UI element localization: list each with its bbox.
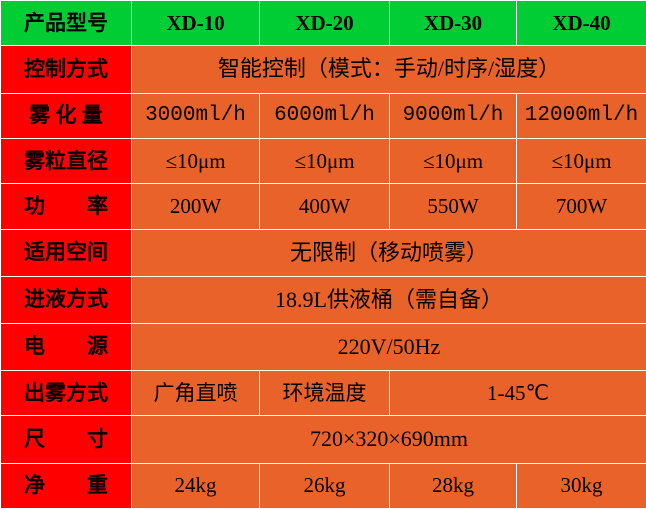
- table-row: 雾粒直径 ≤10μm ≤10μm ≤10μm ≤10μm: [0, 137, 646, 185]
- value-ambient-temperature: 1-45℃: [389, 370, 646, 417]
- value-droplet-xd20: ≤10μm: [259, 137, 390, 185]
- table-row: 出雾方式 广角直喷 环境温度 1-45℃: [0, 370, 646, 417]
- row-label-power: 功 率: [0, 183, 132, 230]
- value-spray-mode: 广角直喷: [131, 370, 260, 417]
- row-label-atomization: 雾 化 量: [0, 92, 132, 139]
- value-droplet-xd30: ≤10μm: [389, 137, 517, 185]
- value-liquid-feed: 18.9L供液桶（需自备）: [131, 275, 646, 324]
- value-weight-xd10: 24kg: [131, 462, 260, 509]
- table-row: 适用空间 无限制（移动喷雾）: [0, 228, 646, 277]
- model-xd20: XD-20: [259, 0, 390, 47]
- value-power-supply: 220V/50Hz: [131, 322, 646, 372]
- table-row: 雾 化 量 3000ml/h 6000ml/h 9000ml/h 12000ml…: [0, 92, 646, 139]
- value-dimensions: 720×320×690mm: [131, 415, 646, 464]
- row-label-liquid-feed: 进液方式: [0, 275, 132, 324]
- model-xd40: XD-40: [516, 0, 646, 47]
- row-label-applicable-space: 适用空间: [0, 228, 132, 277]
- value-atomization-xd10: 3000ml/h: [131, 92, 260, 139]
- value-applicable-space: 无限制（移动喷雾）: [131, 228, 646, 277]
- value-droplet-xd40: ≤10μm: [516, 137, 646, 185]
- table-row: 进液方式 18.9L供液桶（需自备）: [0, 275, 646, 324]
- table-row: 尺 寸 720×320×690mm: [0, 415, 646, 464]
- value-weight-xd40: 30kg: [516, 462, 646, 509]
- value-weight-xd20: 26kg: [259, 462, 390, 509]
- row-label-dimensions: 尺 寸: [0, 415, 132, 464]
- model-xd10: XD-10: [131, 0, 260, 47]
- table-row: 控制方式 智能控制（模式：手动/时序/湿度）: [0, 45, 646, 94]
- row-label-droplet-diameter: 雾粒直径: [0, 137, 132, 185]
- value-atomization-xd40: 12000ml/h: [516, 92, 646, 139]
- row-label-net-weight: 净 重: [0, 462, 132, 509]
- model-xd30: XD-30: [389, 0, 517, 47]
- row-label-spray-mode: 出雾方式: [0, 370, 132, 417]
- value-atomization-xd30: 9000ml/h: [389, 92, 517, 139]
- value-power-xd40: 700W: [516, 183, 646, 230]
- table-row: 功 率 200W 400W 550W 700W: [0, 183, 646, 230]
- value-atomization-xd20: 6000ml/h: [259, 92, 390, 139]
- table-row: 净 重 24kg 26kg 28kg 30kg: [0, 462, 646, 509]
- row-label-control-mode: 控制方式: [0, 45, 132, 94]
- row-label-model: 产品型号: [0, 0, 132, 47]
- label-ambient-temperature: 环境温度: [259, 370, 390, 417]
- row-label-power-supply: 电 源: [0, 322, 132, 372]
- table-row: 产品型号 XD-10 XD-20 XD-30 XD-40: [0, 0, 646, 47]
- value-weight-xd30: 28kg: [389, 462, 517, 509]
- value-power-xd20: 400W: [259, 183, 390, 230]
- table-row: 电 源 220V/50Hz: [0, 322, 646, 372]
- value-droplet-xd10: ≤10μm: [131, 137, 260, 185]
- value-power-xd10: 200W: [131, 183, 260, 230]
- value-power-xd30: 550W: [389, 183, 517, 230]
- value-control-mode: 智能控制（模式：手动/时序/湿度）: [131, 45, 646, 94]
